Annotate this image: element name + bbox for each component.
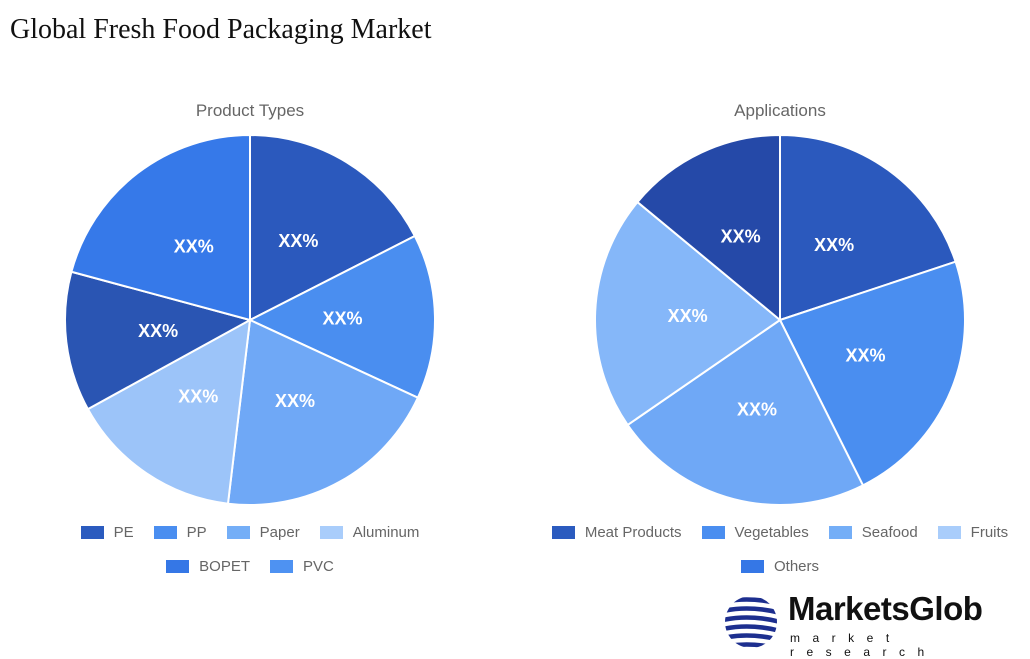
- legend-item[interactable]: Fruits: [937, 515, 1009, 549]
- legend-swatch: [937, 525, 961, 539]
- pie-slice-aluminum[interactable]: [86, 318, 252, 505]
- pie-slice-pp[interactable]: [247, 234, 436, 400]
- pie-slice-others[interactable]: [636, 133, 781, 323]
- legend-label: PVC: [303, 557, 334, 575]
- data-label: XX%: [721, 226, 761, 246]
- legend-swatch: [166, 559, 190, 573]
- legend-swatch: [701, 525, 725, 539]
- legend-item[interactable]: Seafood: [828, 515, 918, 549]
- legend-item[interactable]: Others: [740, 549, 819, 583]
- legend-item[interactable]: Paper: [226, 515, 300, 549]
- data-label: XX%: [845, 345, 885, 365]
- legend-swatch: [226, 525, 250, 539]
- legend-label: Others: [773, 557, 819, 575]
- legend-swatch: [828, 525, 852, 539]
- legend-swatch: [551, 525, 575, 539]
- data-label: XX%: [138, 321, 178, 341]
- legend-label: Meat Products: [584, 523, 682, 541]
- legend-item[interactable]: PE: [80, 515, 134, 549]
- logo-brand: MarketsGlob: [788, 590, 983, 627]
- data-label: XX%: [814, 235, 854, 255]
- legend-swatch: [153, 525, 177, 539]
- legend-item[interactable]: Vegetables: [701, 515, 809, 549]
- data-label: XX%: [275, 391, 315, 411]
- pie-slice-pe[interactable]: [249, 133, 417, 322]
- legend-label: Vegetables: [734, 523, 809, 541]
- legend-item[interactable]: PVC: [270, 549, 334, 583]
- legend-swatch: [740, 559, 764, 573]
- legend-item[interactable]: BOPET: [166, 549, 250, 583]
- legend-item[interactable]: PP: [153, 515, 207, 549]
- pie-slice-bopet[interactable]: [64, 270, 253, 411]
- chart-title: Applications: [734, 101, 826, 120]
- pie-slice-meat-products[interactable]: [779, 133, 957, 322]
- legend-item[interactable]: Aluminum: [319, 515, 420, 549]
- pie-slice-fruits[interactable]: [594, 200, 782, 427]
- legend-label: Seafood: [861, 523, 918, 541]
- legend-label: Fruits: [970, 523, 1009, 541]
- legend-label: Paper: [259, 523, 300, 541]
- chart-title: Product Types: [196, 101, 304, 120]
- legend-swatch: [270, 559, 293, 573]
- legend-item[interactable]: Meat Products: [551, 515, 682, 549]
- data-label: XX%: [178, 387, 218, 407]
- legend-swatch: [319, 525, 343, 539]
- page-title: Global Fresh Food Packaging Market: [10, 14, 432, 45]
- legend-label: PE: [113, 523, 134, 541]
- pie-slice-seafood[interactable]: [626, 318, 865, 506]
- legend-applications: Meat Products Vegetables Seafood Fruits Othe…: [540, 515, 1020, 583]
- legend-label: PP: [186, 523, 207, 541]
- legend-label: Aluminum: [352, 523, 420, 541]
- legend-product-types: PE PP Paper Aluminum BOPET PVC: [20, 515, 480, 583]
- data-label: XX%: [322, 308, 362, 328]
- logo-tagline: market research: [790, 631, 937, 659]
- pie-slice-vegetables[interactable]: [778, 260, 966, 487]
- globe-logo-icon: [725, 597, 777, 648]
- legend-label: BOPET: [199, 557, 250, 575]
- data-label: XX%: [737, 400, 777, 420]
- data-label: XX%: [668, 306, 708, 326]
- pie-slice-pvc[interactable]: [70, 133, 251, 322]
- legend-swatch: [80, 525, 104, 539]
- data-label: XX%: [174, 237, 214, 257]
- pie-slice-paper[interactable]: [226, 318, 420, 506]
- data-label: XX%: [278, 231, 318, 251]
